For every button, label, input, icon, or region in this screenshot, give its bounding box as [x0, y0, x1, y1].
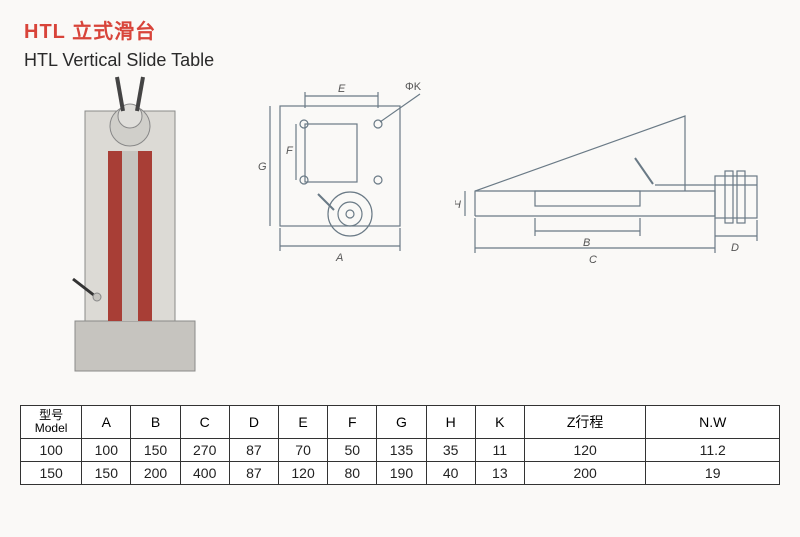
cell: 270 [180, 439, 229, 462]
table-header-row: 型号Model A B C D E F G H K Z行程 N.W [21, 406, 780, 439]
svg-text:E: E [338, 83, 346, 95]
header-C: C [180, 406, 229, 439]
svg-text:ΦK: ΦK [405, 81, 422, 93]
svg-text:B: B [583, 237, 590, 249]
cell-model: 100 [21, 439, 82, 462]
cell: 40 [426, 462, 475, 485]
table-row: 150 150 200 400 87 120 80 190 40 13 200 … [21, 462, 780, 485]
header-F: F [328, 406, 377, 439]
cell: 120 [278, 462, 327, 485]
cell: 100 [82, 439, 131, 462]
cell: 200 [131, 462, 180, 485]
cell: 190 [377, 462, 426, 485]
cell: 87 [229, 439, 278, 462]
cell: 80 [328, 462, 377, 485]
cell: 135 [377, 439, 426, 462]
spec-table: 型号Model A B C D E F G H K Z行程 N.W 100 10… [20, 405, 780, 485]
svg-text:A: A [335, 252, 343, 264]
cell: 120 [524, 439, 645, 462]
header-Z: Z行程 [524, 406, 645, 439]
diagram-area: E ΦK F G A [20, 71, 780, 401]
cell: 87 [229, 462, 278, 485]
cell: 150 [131, 439, 180, 462]
header-D: D [229, 406, 278, 439]
header-A: A [82, 406, 131, 439]
cell: 400 [180, 462, 229, 485]
title-english: HTL Vertical Slide Table [24, 50, 780, 71]
table-row: 100 100 150 270 87 70 50 135 35 11 120 1… [21, 439, 780, 462]
header-NW: N.W [646, 406, 780, 439]
product-photo [45, 71, 225, 396]
svg-text:D: D [731, 242, 739, 254]
cell: 50 [328, 439, 377, 462]
svg-text:F: F [286, 145, 294, 157]
header-H: H [426, 406, 475, 439]
header-E: E [278, 406, 327, 439]
cell: 13 [475, 462, 524, 485]
svg-text:H: H [455, 199, 461, 211]
header-G: G [377, 406, 426, 439]
cell: 150 [82, 462, 131, 485]
cell: 35 [426, 439, 475, 462]
header-K: K [475, 406, 524, 439]
title-chinese: HTL 立式滑台 [24, 15, 780, 44]
cell: 70 [278, 439, 327, 462]
cell: 200 [524, 462, 645, 485]
cell-model: 150 [21, 462, 82, 485]
cell: 11.2 [646, 439, 780, 462]
svg-text:C: C [589, 254, 597, 266]
cell: 19 [646, 462, 780, 485]
header-B: B [131, 406, 180, 439]
cell: 11 [475, 439, 524, 462]
side-view-drawing: H B C D [455, 76, 785, 276]
header-model: 型号Model [21, 406, 82, 439]
front-view-drawing: E ΦK F G A [250, 76, 450, 276]
svg-text:G: G [258, 161, 267, 173]
